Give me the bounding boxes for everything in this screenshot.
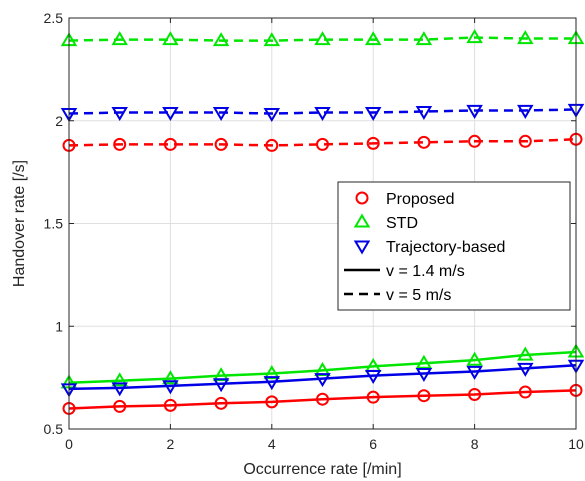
legend-label: Trajectory-based [386,239,505,256]
data-point [417,135,431,149]
legend-item: v = 1.4 m/s [344,263,465,280]
legend-marker [353,213,371,228]
data-point [314,373,331,388]
data-point [366,136,380,150]
x-tick-label: 2 [167,436,175,452]
data-point [113,137,127,151]
series-proposed-low-speed [62,383,583,415]
data-point [466,104,483,119]
series-line [68,350,577,385]
series-line [68,108,577,115]
legend-label: Proposed [386,191,455,208]
y-axis-label: Handover rate [/s] [11,160,28,287]
data-point [113,399,127,413]
series-trajectory-based-low-speed [60,359,585,398]
data-point [263,32,281,47]
legend-item: Trajectory-based [353,239,505,256]
x-tick-label: 0 [65,436,73,452]
legend-item: STD [353,213,418,232]
data-point [415,367,433,382]
x-tick-label: 8 [471,436,479,452]
legend-item: v = 5 m/s [344,287,451,304]
data-point [466,29,483,44]
data-point [364,31,382,46]
data-point [212,32,230,47]
legend-box [337,181,571,311]
series-trajectory-based-high-speed [60,103,585,123]
series-line [68,364,577,391]
series-line [68,138,577,147]
series-proposed-high-speed [62,132,583,152]
data-point [314,106,331,122]
data-point [212,378,230,393]
x-tick-label: 6 [369,436,377,452]
y-tick-label: 2.5 [44,10,64,26]
legend-item: Proposed [355,191,455,208]
data-point [111,382,128,397]
data-point [214,137,228,151]
x-tick-label: 4 [268,436,276,452]
data-point [415,354,433,369]
series-line [68,389,577,410]
data-point [316,137,329,151]
data-point [517,104,534,119]
legend: Proposed STD Trajectory-based v = 1.4 m/s v … [337,181,571,311]
series-std-low-speed [60,343,585,389]
series-layer [60,29,585,415]
ticks: 0 2 4 6 8 10 0.5 1 1.5 2 2.5 [44,10,584,452]
series-line [68,36,576,42]
data-point [212,106,230,122]
legend-marker [355,191,369,205]
data-point [163,137,177,151]
data-point [111,372,128,387]
legend-label: STD [386,215,418,232]
legend-label: v = 5 m/s [386,287,451,304]
y-tick-label: 0.5 [44,421,64,437]
legend-marker [353,240,371,255]
y-tick-label: 2 [55,113,63,129]
data-point [466,365,483,380]
data-point [415,105,433,120]
data-point [366,390,380,404]
data-point [518,385,532,399]
data-point [162,380,179,395]
data-point [517,30,534,45]
x-axis-label: Occurrence rate [/min] [243,461,401,478]
data-point [415,31,433,46]
data-point [364,106,382,122]
data-point [163,398,177,412]
data-point [517,346,534,361]
data-point [466,351,483,366]
data-point [468,387,482,401]
data-point [263,376,281,391]
data-point [417,389,431,403]
y-tick-label: 1.5 [44,216,64,232]
data-point [468,134,482,148]
data-point [162,106,179,122]
data-point [517,362,534,377]
data-point [314,31,331,46]
data-point [162,370,179,385]
data-point [263,108,281,123]
y-tick-label: 1 [55,318,63,334]
data-point [265,138,279,152]
series-std-high-speed [60,29,585,47]
data-point [111,31,128,46]
data-point [214,396,228,410]
data-point [364,370,382,385]
x-tick-label: 10 [568,436,584,452]
data-point [518,134,532,148]
data-point [316,392,329,406]
data-point [111,106,128,122]
legend-label: v = 1.4 m/s [386,263,465,280]
data-point [162,31,179,46]
data-point [265,395,279,409]
